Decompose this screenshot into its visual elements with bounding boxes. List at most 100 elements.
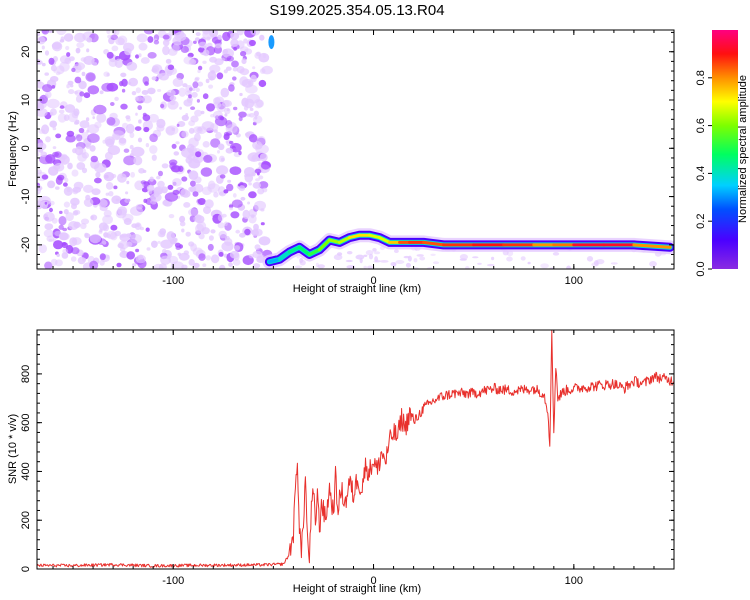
noise-speckle — [76, 162, 86, 170]
noise-speckle — [182, 83, 188, 88]
noise-speckle — [299, 257, 304, 264]
noise-speckle — [218, 115, 224, 120]
noise-speckle — [153, 40, 160, 45]
noise-speckle — [230, 38, 239, 47]
spectrogram-frame — [36, 29, 675, 270]
noise-speckle — [158, 72, 169, 81]
noise-speckle — [315, 262, 319, 268]
noise-speckle — [202, 49, 210, 57]
noise-speckle — [172, 43, 180, 53]
noise-speckle — [66, 188, 71, 193]
snr-x-label: Height of straight line (km) — [293, 583, 421, 595]
noise-speckle — [464, 265, 470, 269]
noise-speckle — [44, 223, 54, 230]
noise-speckle — [99, 259, 105, 266]
noise-speckle — [202, 263, 207, 268]
noise-speckle — [225, 124, 238, 134]
noise-speckle — [416, 254, 424, 257]
noise-speckle — [86, 37, 93, 43]
noise-speckle — [180, 188, 189, 197]
noise-speckle — [232, 259, 241, 266]
noise-speckle — [51, 85, 56, 89]
noise-speckle — [248, 214, 257, 224]
noise-speckle — [229, 32, 240, 40]
noise-speckle — [226, 183, 234, 192]
noise-speckle — [194, 77, 199, 82]
noise-speckle — [81, 71, 86, 77]
noise-speckle — [193, 183, 204, 193]
noise-speckle — [56, 65, 65, 75]
noise-speckle — [69, 237, 78, 247]
noise-speckle — [183, 202, 191, 208]
noise-speckle — [111, 45, 119, 52]
noise-speckle — [37, 169, 42, 175]
noise-speckle — [79, 120, 90, 129]
noise-speckle — [248, 39, 256, 47]
noise-speckle — [58, 216, 67, 226]
noise-speckle — [135, 87, 141, 94]
noise-speckle — [81, 167, 88, 174]
noise-speckle — [81, 131, 89, 141]
snr-y-axis: 0 200 400 600 800 — [20, 334, 674, 572]
noise-speckle — [50, 258, 58, 266]
x-tick-label: -100 — [162, 575, 184, 587]
noise-speckle — [233, 46, 238, 51]
noise-speckle — [214, 43, 222, 49]
noise-speckle — [260, 222, 265, 226]
noise-speckle — [192, 262, 200, 269]
noise-speckle — [197, 69, 201, 74]
noise-speckle — [137, 105, 142, 111]
noise-speckle — [237, 183, 241, 187]
noise-speckle — [232, 67, 238, 72]
noise-speckle — [75, 119, 80, 125]
noise-speckle — [259, 34, 265, 41]
noise-speckle — [229, 140, 234, 145]
noise-speckle — [151, 76, 157, 81]
noise-speckle — [130, 206, 143, 216]
noise-speckle — [239, 92, 243, 97]
signal-core-segment — [422, 240, 446, 247]
noise-speckle — [245, 84, 258, 94]
noise-speckle — [85, 117, 90, 122]
spectrogram-x-label: Height of straight line (km) — [293, 283, 421, 295]
noise-speckle — [117, 243, 124, 249]
noise-speckle — [41, 45, 45, 50]
noise-speckle — [181, 130, 189, 138]
noise-speckle — [117, 173, 127, 183]
x-tick-label: 100 — [565, 275, 583, 287]
noise-speckle — [333, 254, 343, 261]
noise-speckle — [219, 174, 226, 179]
noise-speckle — [131, 263, 137, 267]
noise-speckle — [252, 66, 256, 70]
spectrogram-y-label: Frequency (Hz) — [7, 111, 19, 187]
noise-speckle — [209, 56, 218, 63]
noise-speckle — [54, 151, 62, 158]
noise-speckle — [152, 65, 159, 73]
noise-speckle — [135, 248, 140, 253]
noise-speckle — [43, 211, 55, 222]
noise-speckle — [150, 193, 162, 202]
noise-speckle — [179, 215, 186, 223]
noise-speckle — [202, 30, 210, 35]
colorbar-ticks: 0.0 0.2 0.4 0.6 0.8 — [695, 70, 712, 277]
noise-speckle — [84, 232, 89, 237]
noise-speckle — [181, 176, 188, 182]
noise-speckle — [224, 221, 228, 227]
noise-speckle — [121, 250, 126, 255]
noise-speckle — [205, 255, 211, 261]
noise-speckle — [185, 231, 191, 237]
noise-speckle — [254, 168, 262, 174]
noise-speckle — [75, 95, 83, 103]
colorbar-tick-label: 0.2 — [695, 214, 707, 229]
noise-speckle — [140, 57, 150, 64]
noise-speckle — [48, 57, 55, 65]
noise-speckle — [188, 208, 199, 217]
noise-speckle — [240, 196, 246, 201]
noise-speckle — [210, 138, 221, 148]
noise-speckle — [202, 93, 209, 100]
noise-speckle — [231, 199, 243, 208]
noise-speckle — [75, 47, 81, 54]
noise-speckle — [217, 214, 224, 222]
noise-speckle — [260, 208, 265, 212]
noise-speckle — [149, 176, 154, 182]
